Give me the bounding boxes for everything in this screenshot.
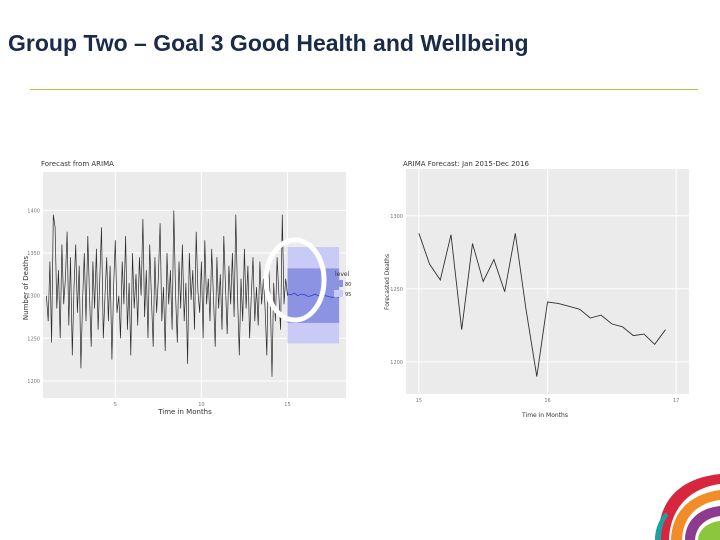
arima-forecast-chart: Forecast from ARIMA 1200 1250 1300 1350 1400… bbox=[20, 152, 360, 422]
logo-arc-orange bbox=[671, 490, 720, 540]
logo-arc-red bbox=[658, 474, 720, 540]
logo-arc-teal bbox=[655, 512, 668, 540]
y-tick-label: 1250 bbox=[390, 287, 403, 293]
x-tick-label: 15 bbox=[416, 398, 422, 404]
y-tick-label: 1400 bbox=[27, 208, 40, 214]
x-tick-label: 10 bbox=[198, 402, 204, 408]
x-axis-label: Time in Months bbox=[157, 408, 212, 416]
chart-title: Forecast from ARIMA bbox=[41, 160, 114, 168]
legend-entry-95: 95 bbox=[345, 292, 351, 298]
slide-title: Group Two – Goal 3 Good Health and Wellb… bbox=[8, 30, 529, 56]
forecast-series bbox=[287, 292, 340, 298]
legend-title: level bbox=[335, 271, 350, 278]
history-line bbox=[46, 210, 288, 377]
arima-forecast-2015-2016-chart: ARIMA Forecast: Jan 2015-Dec 2016 120012… bbox=[378, 152, 698, 422]
axis-ticks: 1200 1250 1300 1350 1400 5 10 15 bbox=[27, 208, 290, 408]
organization-logo bbox=[655, 474, 720, 540]
grid-lines bbox=[406, 169, 689, 394]
legend-key-95 bbox=[334, 290, 343, 297]
highlight-circle bbox=[263, 237, 327, 323]
logo-arc-purple bbox=[685, 506, 720, 540]
y-tick-label: 1200 bbox=[390, 360, 403, 366]
y-tick-label: 1350 bbox=[27, 251, 40, 257]
legend-entry-80: 80 bbox=[345, 282, 351, 288]
forecast-line bbox=[418, 233, 666, 377]
x-tick-label: 15 bbox=[284, 402, 290, 408]
forecast-series bbox=[418, 233, 666, 377]
forecast-mean-line bbox=[287, 292, 340, 298]
y-axis-label: Number of Deaths bbox=[22, 256, 30, 320]
logo-arc-green bbox=[698, 521, 720, 540]
legend: level 80 95 bbox=[334, 271, 351, 298]
x-tick-label: 16 bbox=[544, 398, 550, 404]
x-tick-label: 17 bbox=[673, 398, 679, 404]
y-tick-label: 1200 bbox=[27, 379, 40, 385]
title-divider bbox=[30, 89, 698, 90]
x-axis-label: Time in Months bbox=[521, 412, 568, 419]
x-tick-label: 5 bbox=[114, 402, 117, 408]
y-tick-label: 1250 bbox=[27, 336, 40, 342]
y-tick-label: 1300 bbox=[390, 214, 403, 220]
y-tick-label: 1300 bbox=[27, 294, 40, 300]
y-axis-label: Forecasted Deaths bbox=[384, 254, 391, 310]
legend-key-80 bbox=[334, 280, 343, 287]
axis-ticks: 1200 1250 1300 15 16 17 bbox=[390, 214, 679, 404]
history-series bbox=[46, 210, 288, 377]
chart-title: ARIMA Forecast: Jan 2015-Dec 2016 bbox=[403, 160, 529, 168]
